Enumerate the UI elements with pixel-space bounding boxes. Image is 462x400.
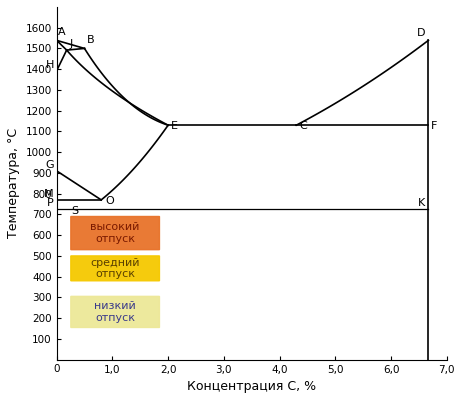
- Text: M: M: [44, 189, 54, 199]
- Text: C: C: [299, 122, 307, 132]
- FancyBboxPatch shape: [71, 216, 159, 250]
- Y-axis label: Температура, °С: Температура, °С: [7, 128, 20, 238]
- Text: высокий
отпуск: высокий отпуск: [91, 222, 140, 244]
- Text: B: B: [87, 35, 95, 45]
- Text: A: A: [58, 27, 66, 37]
- Text: H: H: [45, 60, 54, 70]
- Text: J: J: [69, 39, 73, 49]
- Text: S: S: [72, 206, 79, 216]
- Text: G: G: [45, 160, 54, 170]
- Text: низкий
отпуск: низкий отпуск: [94, 301, 136, 323]
- Text: K: K: [419, 198, 426, 208]
- Text: E: E: [171, 122, 178, 132]
- Text: F: F: [431, 122, 438, 132]
- FancyBboxPatch shape: [71, 296, 159, 328]
- X-axis label: Концентрация С, %: Концентрация С, %: [187, 380, 316, 393]
- FancyBboxPatch shape: [71, 256, 159, 281]
- Text: P: P: [47, 198, 54, 208]
- Text: O: O: [106, 196, 115, 206]
- Text: D: D: [417, 28, 426, 38]
- Text: средний
отпуск: средний отпуск: [91, 258, 140, 279]
